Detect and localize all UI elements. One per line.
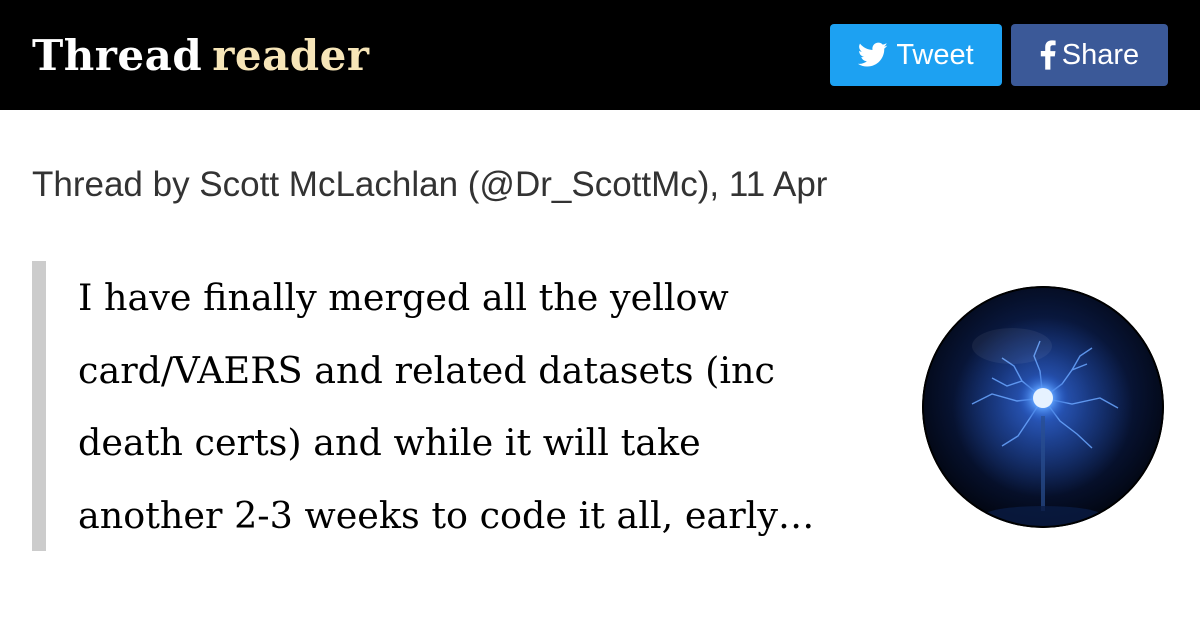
logo-word-reader: reader	[212, 31, 370, 80]
excerpt-line: I have finally merged all the yellow	[78, 276, 729, 319]
tweet-button[interactable]: Tweet	[830, 24, 1002, 86]
share-button[interactable]: Share	[1011, 24, 1168, 86]
author-avatar[interactable]	[922, 286, 1164, 528]
plasma-globe-avatar	[922, 286, 1164, 528]
blockquote-bar	[32, 261, 46, 551]
facebook-f-icon	[1040, 40, 1056, 70]
excerpt-line: death certs) and while it will take	[78, 421, 701, 464]
excerpt-line: another 2-3 weeks to code it all, early…	[78, 493, 815, 537]
tweet-button-label: Tweet	[896, 38, 974, 71]
site-logo[interactable]: Thread reader	[32, 28, 370, 84]
logo-word-thread: Thread	[32, 31, 203, 80]
top-bar: Thread reader Tweet Share	[0, 0, 1200, 110]
share-button-label: Share	[1061, 38, 1140, 71]
twitter-bird-icon	[858, 42, 888, 68]
thread-byline: Thread by Scott McLachlan (@Dr_ScottMc),…	[32, 165, 828, 204]
excerpt-line: card/VAERS and related datasets (inc	[78, 348, 775, 392]
thread-excerpt[interactable]: I have finally merged all the yellow car…	[78, 262, 898, 552]
